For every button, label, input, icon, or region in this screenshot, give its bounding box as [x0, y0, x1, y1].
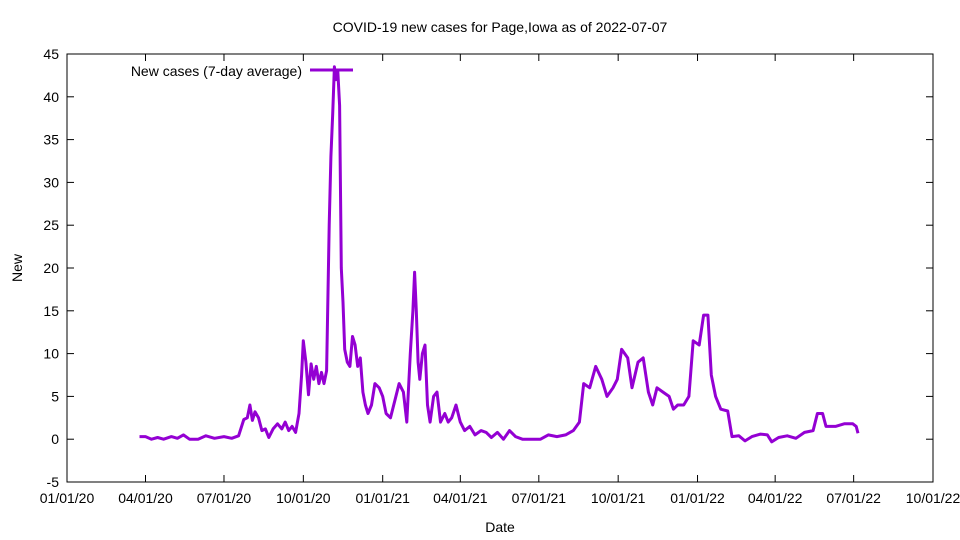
- x-axis-label: Date: [485, 519, 515, 535]
- x-tick-label: 04/01/20: [118, 490, 173, 506]
- x-axis: 01/01/20 04/01/20 07/01/20 10/01/20 01/01/21…: [40, 54, 960, 506]
- y-tick-label: 30: [43, 174, 59, 190]
- x-tick-label: 10/01/20: [276, 490, 331, 506]
- legend-label: New cases (7-day average): [131, 63, 302, 79]
- y-tick-label: 25: [43, 217, 59, 233]
- x-tick-label: 01/01/20: [40, 490, 95, 506]
- y-axis-label: New: [9, 253, 25, 282]
- x-tick-label: 04/01/21: [433, 490, 488, 506]
- x-tick-label: 04/01/22: [748, 490, 803, 506]
- x-tick-label: 01/01/21: [355, 490, 410, 506]
- x-tick-label: 10/01/22: [906, 490, 960, 506]
- series-layer: [139, 65, 860, 444]
- y-tick-label: 10: [43, 346, 59, 362]
- series-line: [139, 65, 860, 444]
- x-tick-label: 01/01/22: [670, 490, 725, 506]
- y-tick-label: -5: [47, 474, 60, 490]
- chart-title: COVID-19 new cases for Page,Iowa as of 2…: [333, 19, 668, 35]
- x-tick-label: 07/01/21: [512, 490, 567, 506]
- y-tick-label: 0: [51, 431, 59, 447]
- legend: New cases (7-day average): [131, 63, 353, 79]
- y-tick-label: 35: [43, 132, 59, 148]
- y-tick-label: 15: [43, 303, 59, 319]
- plot-frame: [66, 53, 934, 483]
- y-axis: -5 0 5 10 15 20 25 30 35 40 45: [43, 46, 933, 490]
- x-tick-label: 07/01/20: [197, 490, 252, 506]
- y-tick-label: 40: [43, 89, 59, 105]
- y-tick-label: 5: [51, 388, 59, 404]
- y-tick-label: 20: [43, 260, 59, 276]
- x-tick-label: 07/01/22: [826, 490, 881, 506]
- y-tick-label: 45: [43, 46, 59, 62]
- x-tick-label: 10/01/21: [591, 490, 646, 506]
